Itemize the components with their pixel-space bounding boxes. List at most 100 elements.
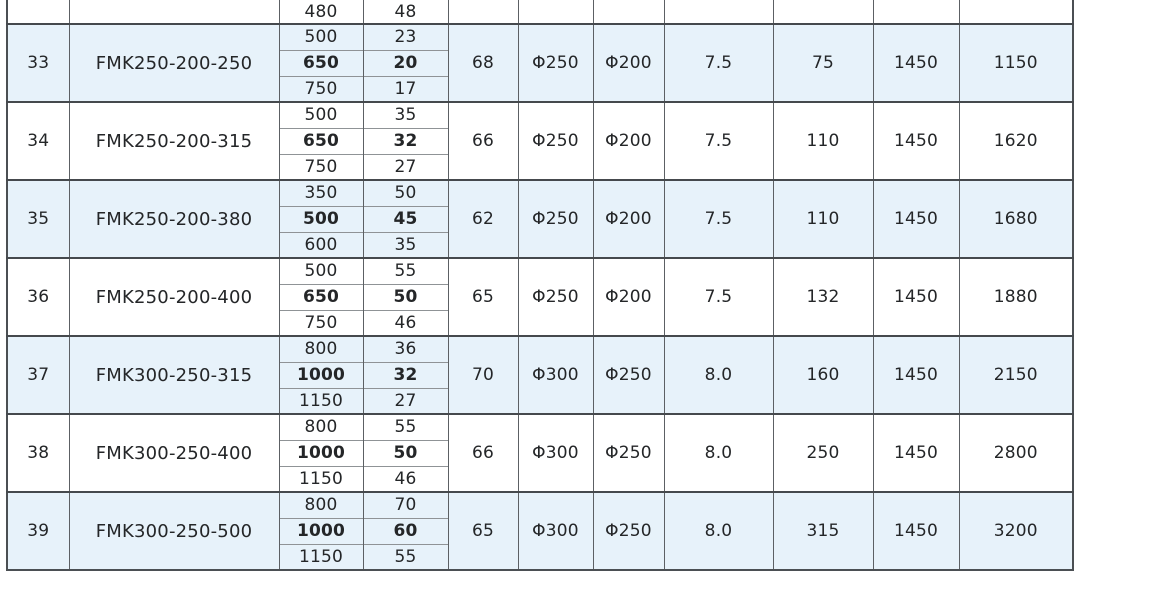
table-subrow: 750 17 — [7, 75, 1073, 102]
flow-cell: 600 — [278, 231, 364, 258]
power-cell: 110 — [772, 101, 874, 180]
table-subrow: 750 46 — [7, 309, 1073, 336]
efficiency-cell: 70 — [447, 335, 519, 414]
inlet-diameter-cell: Φ250 — [592, 491, 665, 570]
speed-cell: 1450 — [872, 413, 960, 492]
power-cell: 75 — [772, 23, 874, 102]
head-cell: 50 — [362, 283, 449, 310]
power-cell: 250 — [772, 413, 874, 492]
inlet-diameter-cell: Φ200 — [592, 257, 665, 336]
table-subrow: 650 50 — [7, 283, 1073, 310]
table-subrow: 1000 32 — [7, 361, 1073, 388]
flow-cell: 1000 — [278, 517, 364, 544]
speed-cell: 1450 — [872, 179, 960, 258]
weight-cell: 1680 — [958, 179, 1074, 258]
head-cell: 55 — [362, 543, 449, 570]
flow-cell: 800 — [278, 335, 364, 362]
head-cell: 60 — [362, 517, 449, 544]
table-subrow: 650 20 — [7, 49, 1073, 76]
efficiency-cell: 62 — [447, 179, 519, 258]
inlet-diameter-cell — [592, 0, 665, 25]
npsh-cell — [663, 0, 774, 25]
speed-cell: 1450 — [872, 101, 960, 180]
power-cell: 160 — [772, 335, 874, 414]
model-cell: FMK300-250-315 — [68, 335, 280, 414]
head-cell: 23 — [362, 23, 449, 50]
head-cell: 35 — [362, 101, 449, 128]
head-cell: 32 — [362, 361, 449, 388]
table-subrow: 600 35 — [7, 231, 1073, 258]
efficiency-cell: 65 — [447, 491, 519, 570]
row-number-cell: 36 — [6, 257, 70, 336]
head-cell: 70 — [362, 491, 449, 518]
efficiency-cell: 66 — [447, 101, 519, 180]
head-cell: 55 — [362, 413, 449, 440]
table-row: 38 FMK300-250-400 800 55 66 Φ300 Φ250 8.… — [6, 413, 1074, 492]
table-row: 37 FMK300-250-315 800 36 70 Φ300 Φ250 8.… — [6, 335, 1074, 414]
weight-cell: 2800 — [958, 413, 1074, 492]
flow-cell: 500 — [278, 257, 364, 284]
head-cell: 50 — [362, 439, 449, 466]
efficiency-cell: 68 — [447, 23, 519, 102]
table-subrow: 650 32 — [7, 127, 1073, 154]
outlet-diameter-cell: Φ250 — [517, 101, 594, 180]
model-cell: FMK250-200-315 — [68, 101, 280, 180]
outlet-diameter-cell: Φ250 — [517, 257, 594, 336]
speed-cell: 1450 — [872, 257, 960, 336]
model-cell: FMK300-250-400 — [68, 413, 280, 492]
table-row: 36 FMK250-200-400 500 55 65 Φ250 Φ200 7.… — [6, 257, 1074, 336]
flow-cell: 650 — [278, 283, 364, 310]
head-cell: 36 — [362, 335, 449, 362]
head-cell: 45 — [362, 205, 449, 232]
weight-cell: 1880 — [958, 257, 1074, 336]
row-number-cell — [6, 0, 70, 25]
flow-cell: 500 — [278, 23, 364, 50]
head-cell: 20 — [362, 49, 449, 76]
row-number-cell: 35 — [6, 179, 70, 258]
speed-cell — [872, 0, 960, 25]
weight-cell: 3200 — [958, 491, 1074, 570]
model-cell: FMK250-200-400 — [68, 257, 280, 336]
table-subrow: 1150 27 — [7, 387, 1073, 414]
efficiency-cell: 65 — [447, 257, 519, 336]
flow-cell: 800 — [278, 491, 364, 518]
head-cell: 17 — [362, 75, 449, 102]
row-number-cell: 33 — [6, 23, 70, 102]
table-subrow: 1000 50 — [7, 439, 1073, 466]
flow-cell: 800 — [278, 413, 364, 440]
head-cell: 50 — [362, 179, 449, 206]
table-subrow: 1150 46 — [7, 465, 1073, 492]
table-row: 34 FMK250-200-315 500 35 66 Φ250 Φ200 7.… — [6, 101, 1074, 180]
row-number-cell: 34 — [6, 101, 70, 180]
npsh-cell: 7.5 — [663, 179, 774, 258]
weight-cell: 1150 — [958, 23, 1074, 102]
outlet-diameter-cell: Φ250 — [517, 179, 594, 258]
row-number-cell: 37 — [6, 335, 70, 414]
inlet-diameter-cell: Φ200 — [592, 101, 665, 180]
head-cell: 35 — [362, 231, 449, 258]
table-subrow: 1000 60 — [7, 517, 1073, 544]
efficiency-cell — [447, 0, 519, 25]
weight-cell: 2150 — [958, 335, 1074, 414]
head-cell: 46 — [362, 309, 449, 336]
flow-cell: 480 — [278, 0, 364, 25]
flow-cell: 1000 — [278, 361, 364, 388]
table-row: 33 FMK250-200-250 500 23 68 Φ250 Φ200 7.… — [6, 23, 1074, 102]
inlet-diameter-cell: Φ250 — [592, 335, 665, 414]
weight-cell — [958, 0, 1074, 25]
model-cell: FMK300-250-500 — [68, 491, 280, 570]
model-cell: FMK250-200-380 — [68, 179, 280, 258]
efficiency-cell: 66 — [447, 413, 519, 492]
model-cell: FMK250-200-250 — [68, 23, 280, 102]
power-cell: 132 — [772, 257, 874, 336]
flow-cell: 350 — [278, 179, 364, 206]
weight-cell: 1620 — [958, 101, 1074, 180]
row-number-cell: 38 — [6, 413, 70, 492]
table-subrow: 500 45 — [7, 205, 1073, 232]
flow-cell: 500 — [278, 205, 364, 232]
flow-cell: 750 — [278, 75, 364, 102]
npsh-cell: 7.5 — [663, 257, 774, 336]
npsh-cell: 7.5 — [663, 101, 774, 180]
outlet-diameter-cell — [517, 0, 594, 25]
